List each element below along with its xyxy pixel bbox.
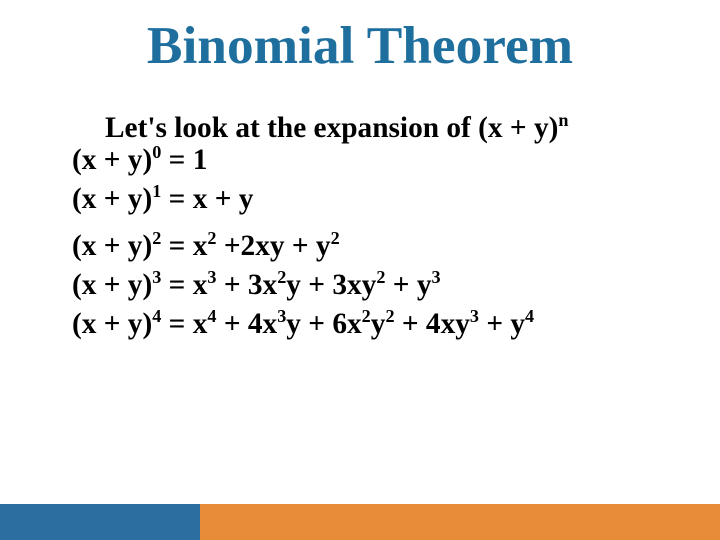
intro-sup: n — [558, 110, 568, 130]
exponent: 2 — [331, 228, 340, 248]
exponent: 3 — [152, 267, 161, 287]
exponent: 2 — [277, 267, 286, 287]
expansion-line: (x + y)1 = x + y — [72, 183, 672, 216]
footer-stripe-orange — [200, 504, 720, 540]
expansion-line: (x + y)3 = x3 + 3x2y + 3xy2 + y3 — [72, 269, 672, 302]
exponent: 3 — [277, 306, 286, 326]
expansion-line: (x + y)0 = 1 — [72, 144, 672, 177]
exponent: 2 — [385, 306, 394, 326]
exponent: 3 — [431, 267, 440, 287]
intro-line: Let's look at the expansion of (x + y)n — [105, 112, 569, 145]
slide-title: Binomial Theorem — [0, 14, 720, 76]
exponent: 2 — [152, 228, 161, 248]
exponent: 0 — [152, 142, 161, 162]
exponent: 3 — [470, 306, 479, 326]
exponent: 2 — [207, 228, 216, 248]
exponent: 4 — [152, 306, 161, 326]
exponent: 2 — [376, 267, 385, 287]
expansion-line: (x + y)2 = x2 +2xy + y2 — [72, 230, 672, 263]
expansion-list: (x + y)0 = 1 (x + y)1 = x + y (x + y)2 = x… — [72, 144, 672, 347]
exponent: 1 — [152, 181, 161, 201]
exponent: 4 — [525, 306, 534, 326]
exponent: 4 — [207, 306, 216, 326]
expansion-line: (x + y)4 = x4 + 4x3y + 6x2y2 + 4xy3 + y4 — [72, 308, 672, 341]
exponent: 2 — [362, 306, 371, 326]
exponent: 3 — [207, 267, 216, 287]
intro-text: Let's look at the expansion of (x + y) — [105, 112, 558, 144]
footer-stripe-blue — [0, 504, 200, 540]
slide: Binomial Theorem Let's look at the expan… — [0, 0, 720, 540]
